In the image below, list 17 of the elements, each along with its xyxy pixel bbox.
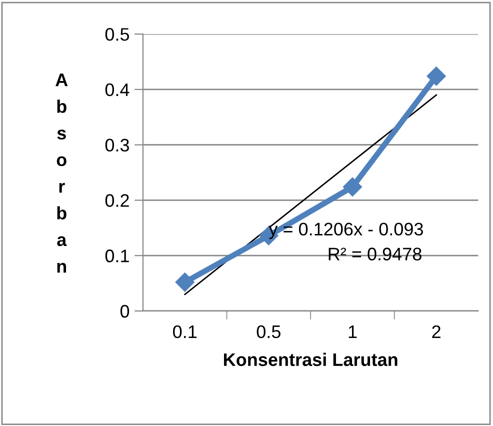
point — [342, 177, 362, 196]
annotation: R² = 0.9478 — [328, 248, 422, 260]
y-tick-label: 0.2 — [105, 194, 129, 207]
x-axis-title: Konsentrasi Larutan — [224, 352, 398, 366]
y-tick-label: 0.5 — [105, 28, 130, 41]
point — [426, 66, 446, 86]
x-tick-label: 0.1 — [173, 325, 197, 338]
x-tick-label: 0.5 — [256, 325, 280, 338]
y-tick-label: 0.4 — [105, 83, 130, 96]
annotation: y = 0.1206x - 0.093 — [268, 222, 423, 240]
point — [175, 272, 194, 292]
x-tick-label: 2 — [432, 325, 440, 338]
y-tick-label: 0.3 — [105, 138, 129, 152]
y-axis-title: Absorban — [56, 74, 68, 273]
x-tick-label: 1 — [348, 326, 357, 338]
y-tick-label: 0 — [120, 304, 130, 318]
y-tick-label: 0.1 — [105, 250, 129, 262]
